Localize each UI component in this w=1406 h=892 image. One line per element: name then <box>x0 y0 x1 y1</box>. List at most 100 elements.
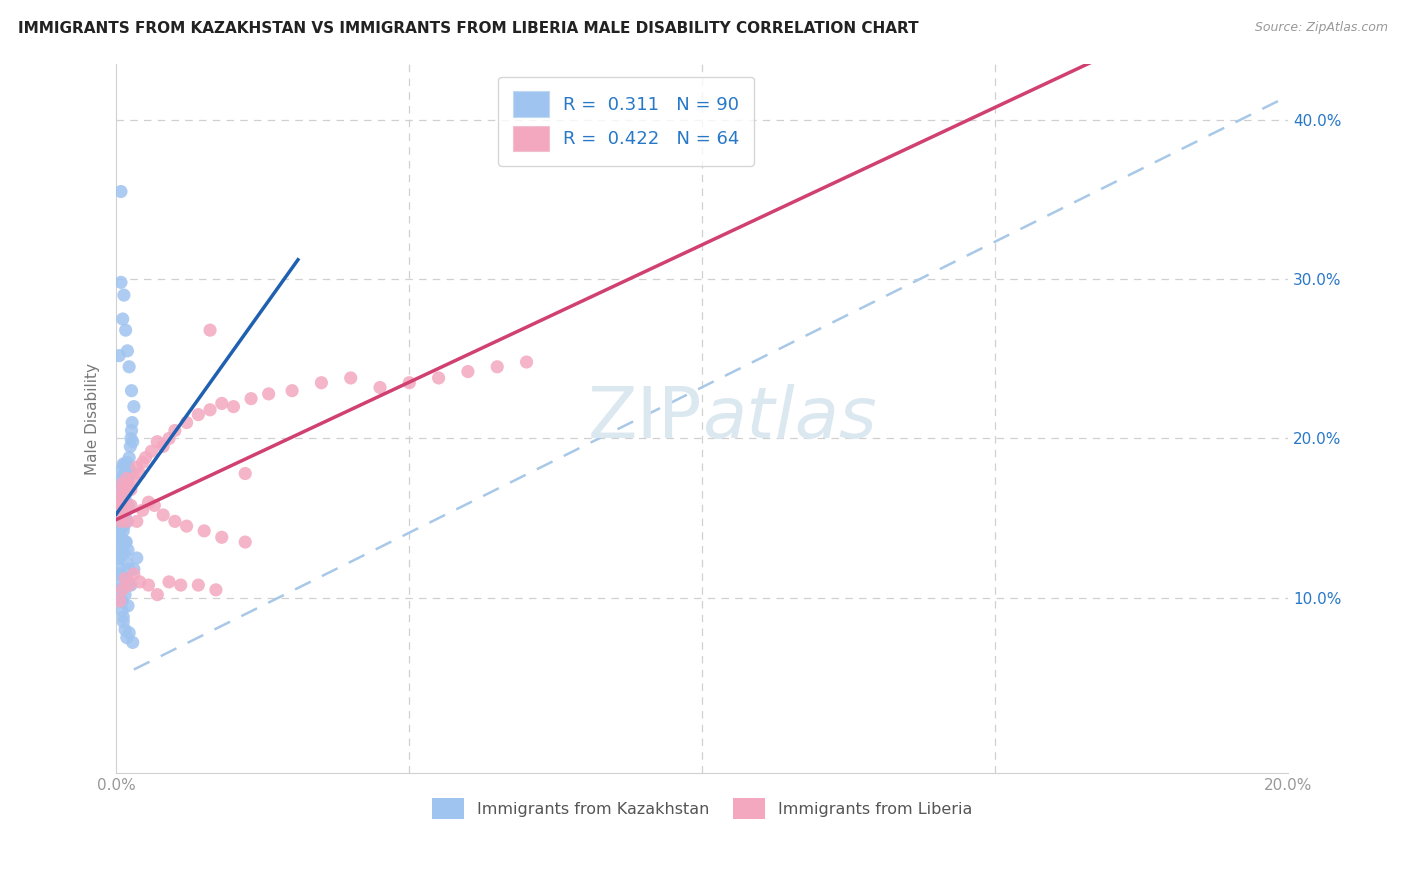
Point <box>128 574 150 589</box>
Point <box>141 444 163 458</box>
Point <box>122 562 145 576</box>
Point <box>120 440 142 454</box>
Point <box>111 497 134 511</box>
Point <box>114 471 136 485</box>
Point <box>157 432 180 446</box>
Point <box>118 450 141 465</box>
Point <box>131 503 153 517</box>
Point <box>211 530 233 544</box>
Point <box>222 400 245 414</box>
Point <box>117 465 139 479</box>
Point <box>111 476 134 491</box>
Point <box>107 566 129 581</box>
Point <box>114 475 136 489</box>
Point <box>108 499 131 513</box>
Point <box>152 440 174 454</box>
Point <box>120 483 142 497</box>
Point <box>111 495 134 509</box>
Point <box>112 519 135 533</box>
Point <box>112 458 135 473</box>
Point <box>107 556 129 570</box>
Point <box>117 460 139 475</box>
Point <box>117 469 139 483</box>
Point <box>115 455 138 469</box>
Point <box>115 556 138 570</box>
Point <box>152 508 174 522</box>
Point <box>111 603 134 617</box>
Point <box>110 514 132 528</box>
Point <box>211 396 233 410</box>
Point <box>110 530 132 544</box>
Point <box>125 514 148 528</box>
Point <box>122 400 145 414</box>
Text: IMMIGRANTS FROM KAZAKHSTAN VS IMMIGRANTS FROM LIBERIA MALE DISABILITY CORRELATIO: IMMIGRANTS FROM KAZAKHSTAN VS IMMIGRANTS… <box>18 21 920 36</box>
Point <box>339 371 361 385</box>
Point <box>112 288 135 302</box>
Point <box>111 582 134 597</box>
Point <box>112 477 135 491</box>
Point <box>108 491 131 506</box>
Point <box>111 312 134 326</box>
Point <box>110 513 132 527</box>
Point <box>110 566 132 581</box>
Point <box>108 509 131 524</box>
Point <box>486 359 509 374</box>
Point <box>110 276 132 290</box>
Point <box>110 530 132 544</box>
Text: atlas: atlas <box>703 384 877 453</box>
Point <box>112 610 135 624</box>
Point <box>117 343 139 358</box>
Point <box>111 462 134 476</box>
Point <box>112 457 135 471</box>
Point <box>110 519 132 533</box>
Point <box>257 387 280 401</box>
Point <box>114 508 136 522</box>
Point <box>117 460 139 475</box>
Point <box>108 578 131 592</box>
Point <box>115 631 138 645</box>
Point <box>118 463 141 477</box>
Point <box>125 460 148 475</box>
Point <box>125 551 148 566</box>
Point <box>115 471 138 485</box>
Point <box>187 408 209 422</box>
Point <box>120 578 142 592</box>
Point <box>114 483 136 497</box>
Point <box>176 519 198 533</box>
Point <box>131 455 153 469</box>
Point <box>107 543 129 558</box>
Text: Source: ZipAtlas.com: Source: ZipAtlas.com <box>1254 21 1388 34</box>
Point <box>205 582 228 597</box>
Point <box>108 349 131 363</box>
Point <box>121 424 143 438</box>
Point <box>240 392 263 406</box>
Point <box>110 483 132 497</box>
Point <box>146 588 169 602</box>
Point <box>115 514 138 528</box>
Point <box>117 543 139 558</box>
Point <box>146 434 169 449</box>
Point <box>121 635 143 649</box>
Point <box>114 588 136 602</box>
Y-axis label: Male Disability: Male Disability <box>86 362 100 475</box>
Point <box>108 551 131 566</box>
Point <box>110 491 132 505</box>
Point <box>187 578 209 592</box>
Point <box>118 562 141 576</box>
Point <box>114 487 136 501</box>
Point <box>114 323 136 337</box>
Point <box>143 499 166 513</box>
Point <box>427 371 450 385</box>
Point <box>108 524 131 538</box>
Point <box>114 467 136 481</box>
Point <box>122 566 145 581</box>
Point <box>120 432 142 446</box>
Point <box>114 499 136 513</box>
Point <box>198 323 221 337</box>
Point <box>111 487 134 501</box>
Point <box>110 479 132 493</box>
Point <box>115 467 138 481</box>
Point <box>115 535 138 549</box>
Point <box>128 467 150 481</box>
Point <box>118 359 141 374</box>
